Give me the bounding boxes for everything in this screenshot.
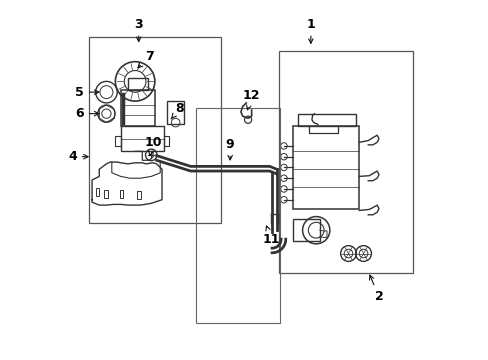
Bar — [121, 126, 163, 151]
Bar — [298, 114, 355, 126]
Bar — [137, 191, 140, 199]
Text: 8: 8 — [171, 102, 184, 119]
Text: 12: 12 — [243, 89, 260, 110]
Text: 1: 1 — [306, 18, 315, 43]
Bar — [96, 188, 99, 196]
Text: 9: 9 — [225, 138, 234, 160]
Text: 3: 3 — [134, 18, 142, 41]
Bar — [128, 78, 147, 90]
Text: 7: 7 — [138, 50, 154, 68]
Bar — [292, 220, 319, 241]
Bar — [292, 126, 359, 209]
Text: 10: 10 — [144, 136, 162, 156]
Bar — [121, 90, 155, 126]
Bar — [115, 135, 121, 146]
Text: 2: 2 — [369, 275, 383, 303]
Bar — [278, 51, 412, 273]
Bar — [104, 190, 107, 198]
Bar — [88, 37, 221, 223]
Text: 5: 5 — [75, 86, 99, 99]
Text: 4: 4 — [68, 150, 88, 163]
Bar — [196, 108, 280, 323]
Text: 6: 6 — [75, 107, 99, 120]
Bar — [163, 135, 169, 146]
Bar — [120, 190, 123, 198]
Text: 11: 11 — [262, 226, 280, 246]
Bar — [167, 101, 183, 125]
